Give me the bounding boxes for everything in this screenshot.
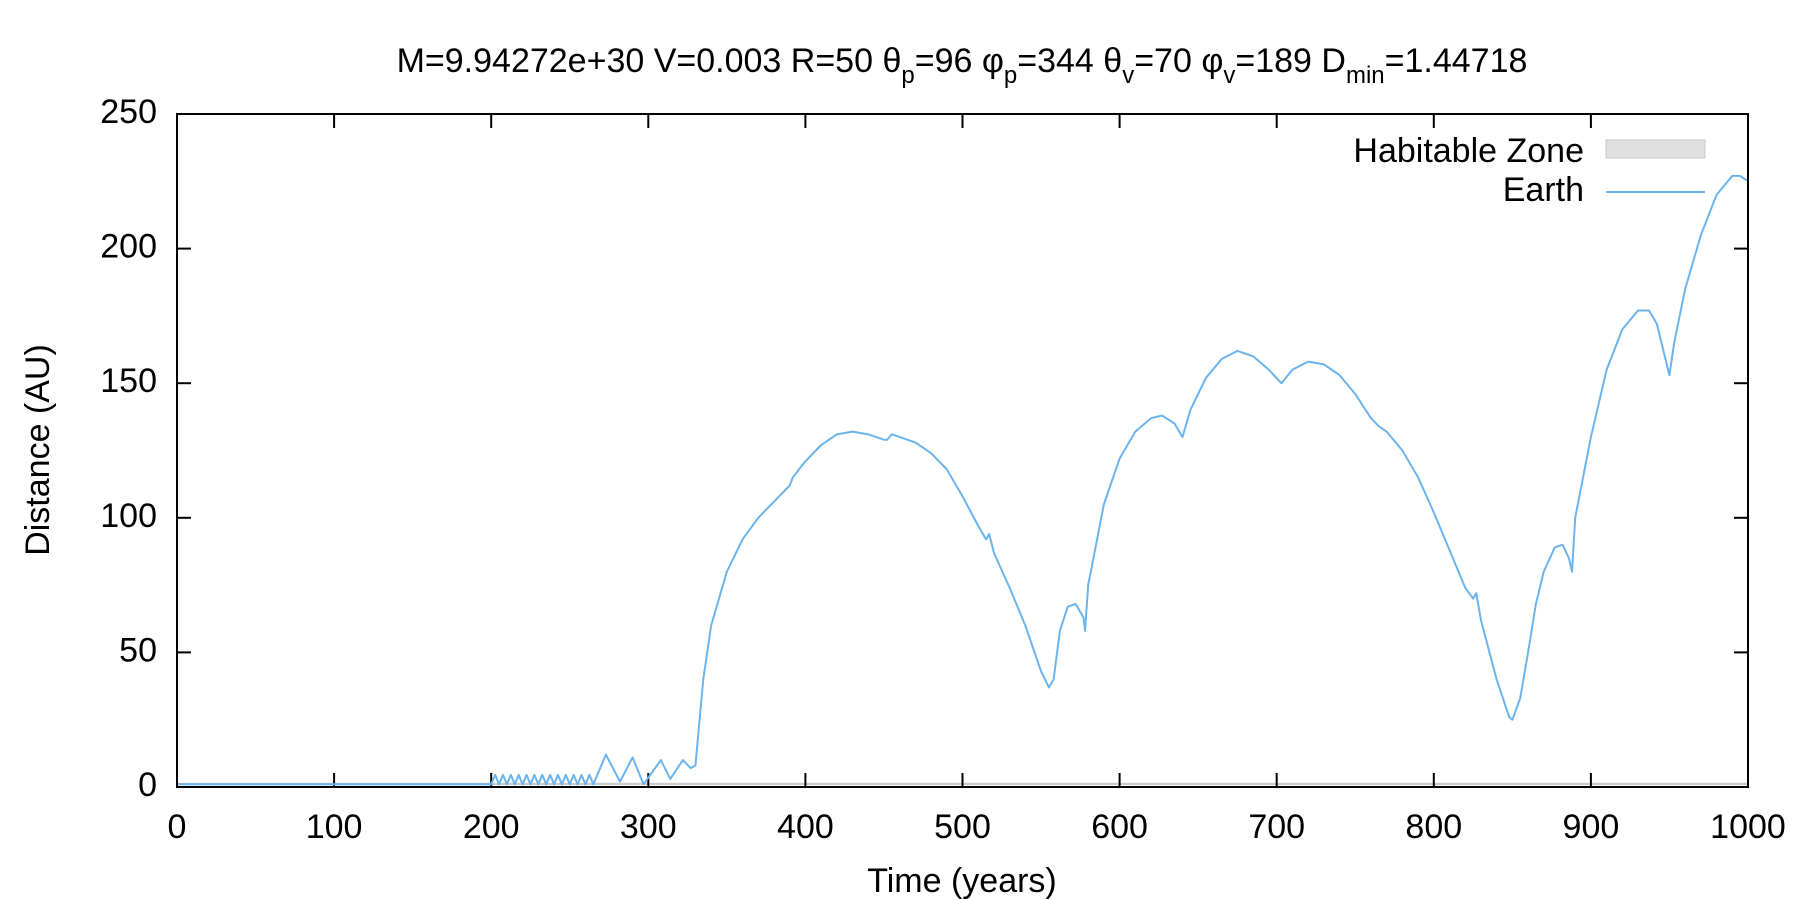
earth-line: [177, 174, 1749, 786]
title-part: v: [1223, 62, 1235, 89]
x-tick-label: 600: [1091, 808, 1148, 846]
x-tick-label: 300: [620, 808, 677, 846]
x-axis-label: Time (years): [867, 862, 1057, 900]
legend-label: Habitable Zone: [1353, 132, 1584, 170]
plot-frame: [176, 113, 1749, 788]
x-tick-label: 100: [306, 808, 363, 846]
title-part: =1.44718: [1385, 42, 1528, 80]
y-tick-label: 200: [100, 228, 157, 266]
title-part: p: [1004, 62, 1017, 89]
y-tick-label: 0: [138, 766, 157, 804]
title-part: min: [1346, 62, 1385, 89]
x-tick-label: 500: [934, 808, 991, 846]
x-tick-label: 1000: [1710, 808, 1786, 846]
chart-title: M=9.94272e+30 V=0.003 R=50 θp=96 φp=344 …: [397, 42, 1528, 89]
y-axis-label: Distance (AU): [19, 344, 57, 556]
x-tick-label: 800: [1405, 808, 1462, 846]
y-tick-label: 250: [100, 93, 157, 131]
title-part: =344 θ: [1017, 42, 1122, 80]
x-tick-label: 700: [1248, 808, 1305, 846]
x-tick-label: 0: [168, 808, 187, 846]
title-part: =189 D: [1235, 42, 1346, 80]
title-part: M=9.94272e+30 V=0.003 R=50 θ: [397, 42, 902, 80]
title-part: =96 φ: [915, 42, 1004, 80]
legend-label: Earth: [1503, 171, 1584, 209]
y-tick-label: 50: [119, 631, 157, 669]
x-tick-label: 200: [463, 808, 520, 846]
title-part: =70 φ: [1134, 42, 1223, 80]
y-tick-label: 100: [100, 497, 157, 535]
legend-swatch: [1605, 139, 1706, 159]
y-tick-label: 150: [100, 362, 157, 400]
title-part: p: [901, 62, 914, 89]
x-tick-label: 400: [777, 808, 834, 846]
x-tick-label: 900: [1563, 808, 1620, 846]
title-part: v: [1122, 62, 1134, 89]
